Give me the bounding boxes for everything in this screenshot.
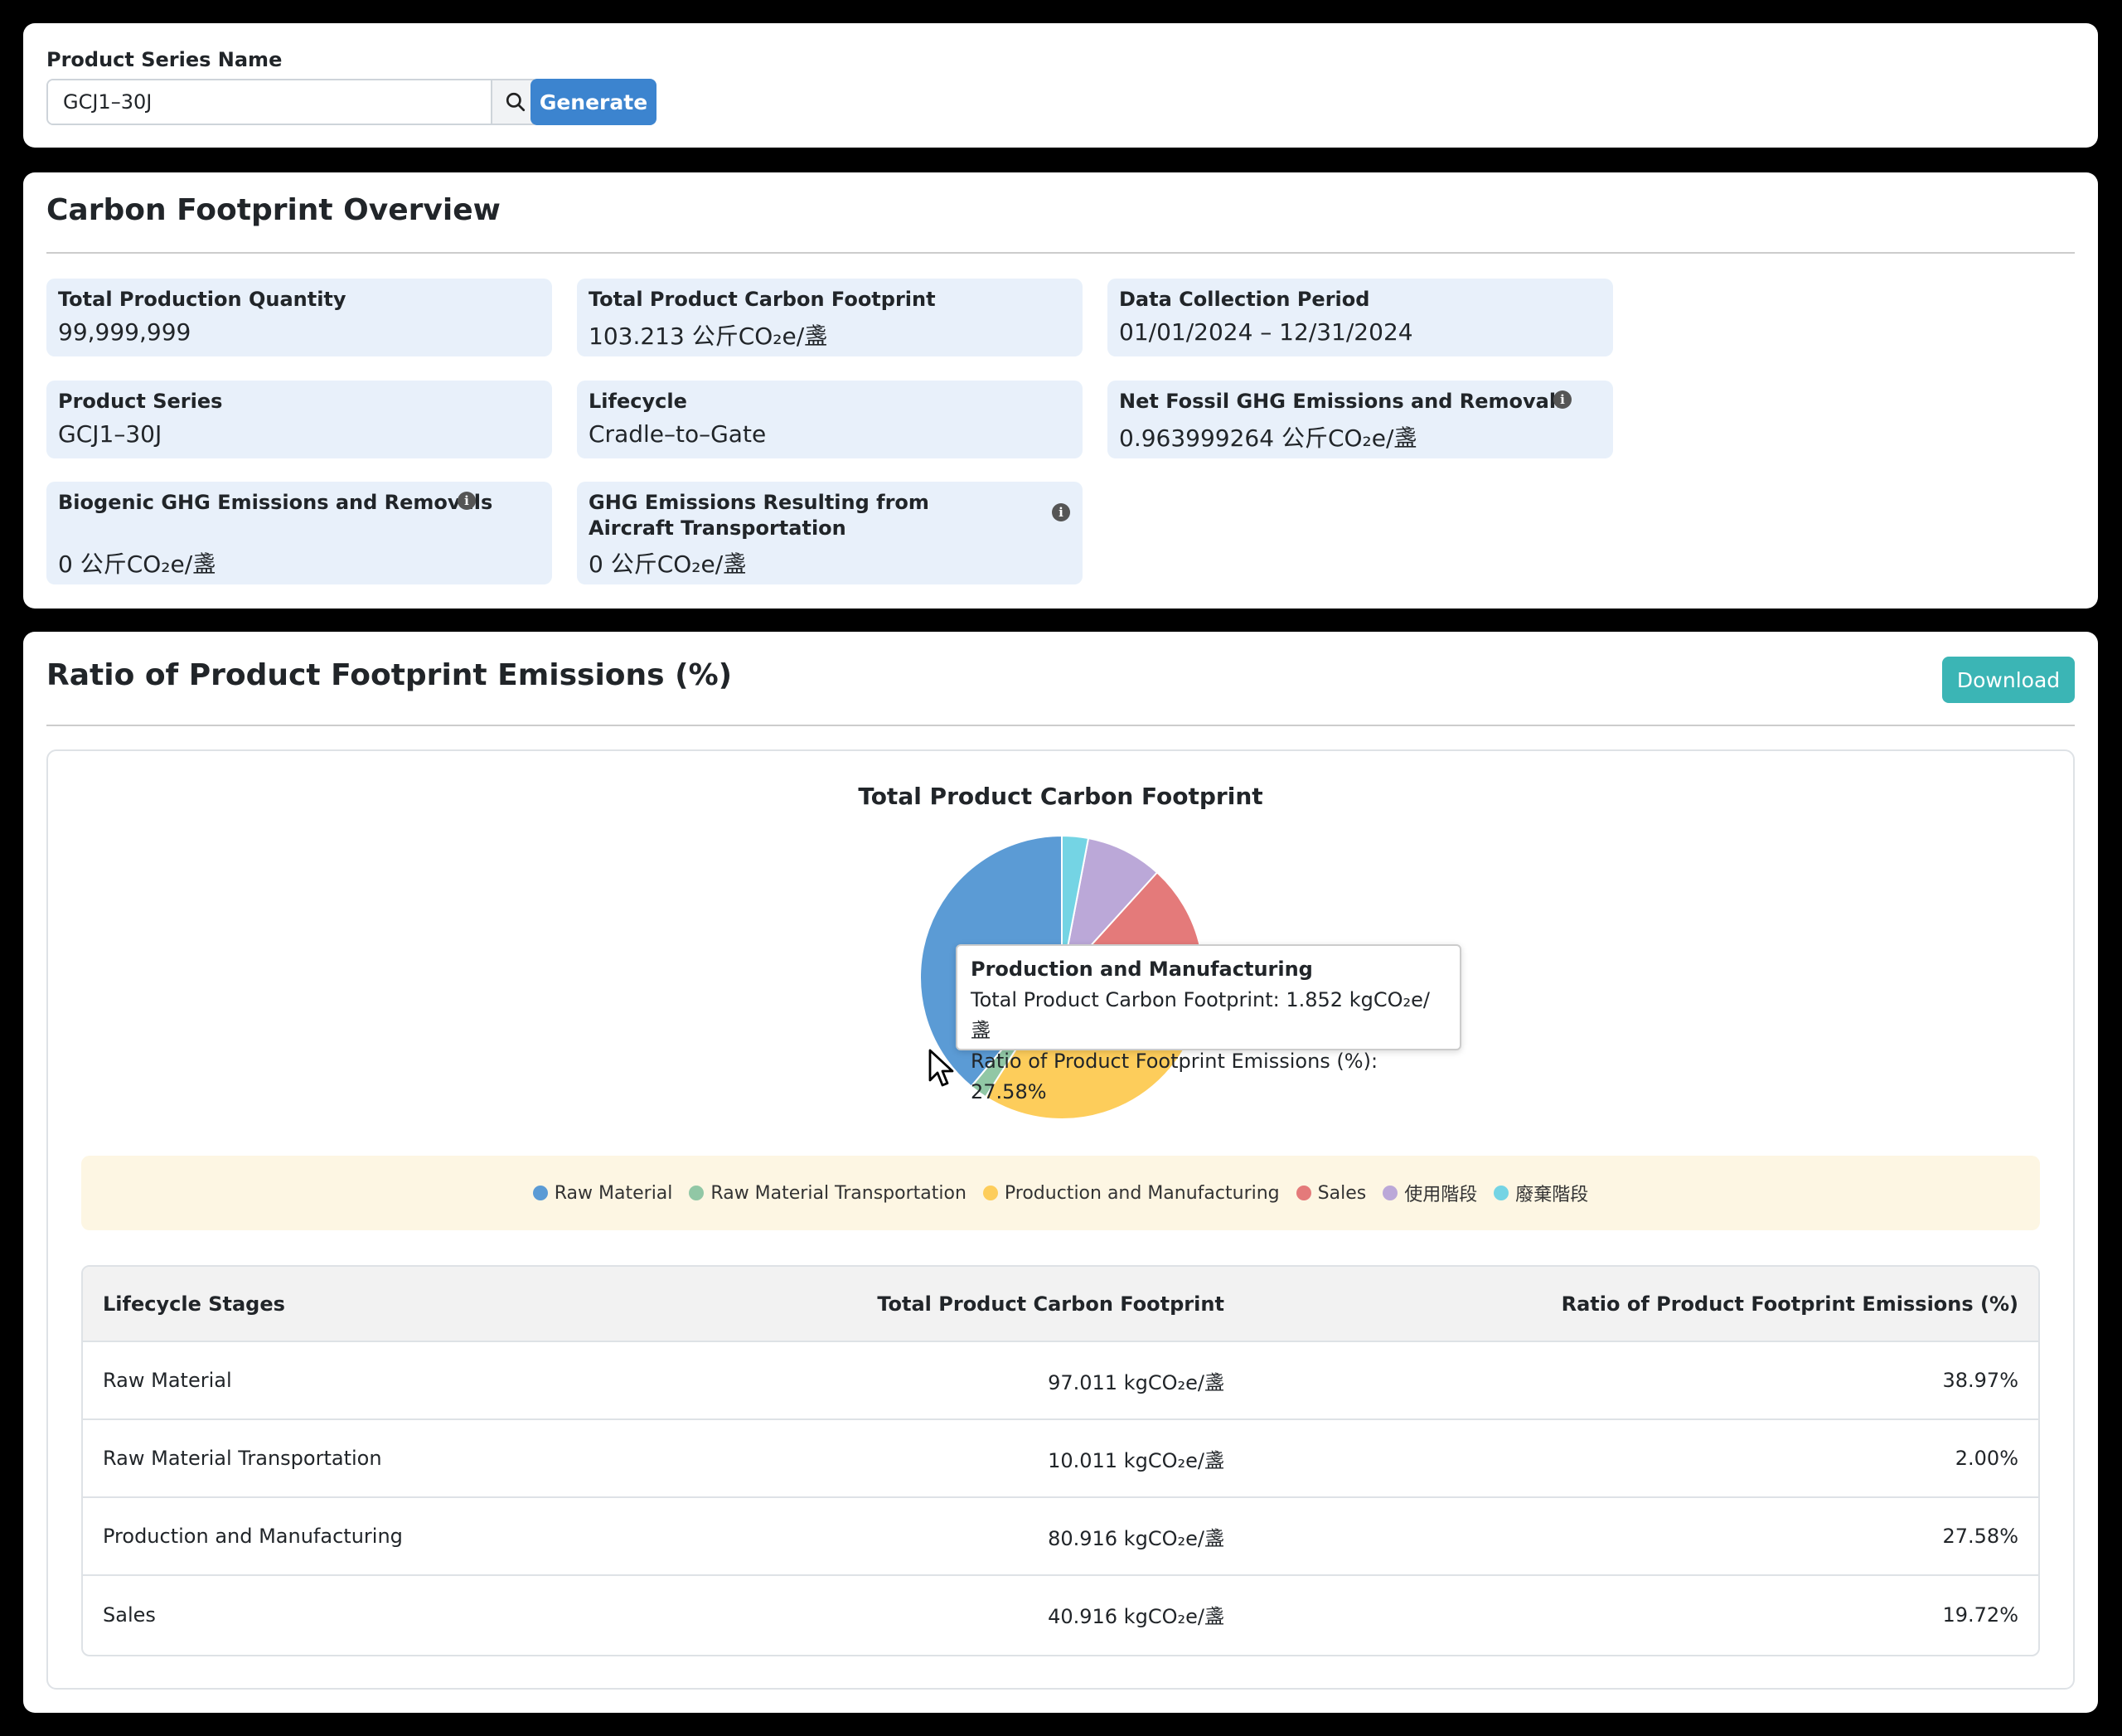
legend-marker bbox=[689, 1186, 705, 1200]
tile-biogenic-ghg: Biogenic GHG Emissions and Removals i 0 … bbox=[46, 482, 552, 584]
tile-label: Product Series bbox=[58, 390, 223, 413]
cell-stage: Production and Manufacturing bbox=[103, 1525, 403, 1548]
legend-label: Raw Material Transportation bbox=[710, 1182, 967, 1204]
tile-net-fossil-ghg: Net Fossil GHG Emissions and Removals i … bbox=[1107, 381, 1613, 458]
legend-item[interactable]: 廢棄階段 bbox=[1494, 1180, 1588, 1206]
tile-label: Lifecycle bbox=[589, 390, 687, 413]
ratio-title: Ratio of Product Footprint Emissions (%) bbox=[46, 658, 733, 692]
cell-stage: Raw Material Transportation bbox=[103, 1447, 382, 1470]
cell-ratio: 19.72% bbox=[1942, 1603, 2018, 1627]
tile-value: 0 公斤CO₂e/盞 bbox=[589, 550, 747, 578]
legend-marker bbox=[982, 1186, 998, 1200]
table-row: Raw Material Transportation 10.011 kgCO₂… bbox=[83, 1419, 2038, 1497]
cell-stage: Raw Material bbox=[103, 1369, 232, 1392]
legend-label: 使用階段 bbox=[1404, 1185, 1478, 1205]
cell-footprint: 97.011 kgCO₂e/盞 bbox=[1048, 1370, 1224, 1394]
cell-footprint: 40.916 kgCO₂e/盞 bbox=[1048, 1605, 1224, 1628]
tile-product-series: Product Series GCJ1–30J bbox=[46, 381, 552, 458]
legend-item[interactable]: 使用階段 bbox=[1383, 1180, 1477, 1206]
lifecycle-table: Lifecycle Stages Total Product Carbon Fo… bbox=[81, 1265, 2040, 1656]
cell-footprint: 10.011 kgCO₂e/盞 bbox=[1048, 1448, 1224, 1472]
search-box bbox=[46, 79, 540, 125]
tile-label: Net Fossil GHG Emissions and Removals bbox=[1119, 390, 1568, 413]
download-button[interactable]: Download bbox=[1942, 657, 2075, 703]
col-header-ratio: Ratio of Product Footprint Emissions (%) bbox=[1561, 1292, 2018, 1316]
tooltip-title: Production and Manufacturing bbox=[971, 958, 1313, 981]
tile-total-production-quantity: Total Production Quantity 99,999,999 bbox=[46, 279, 552, 356]
tile-value: Cradle–to–Gate bbox=[589, 420, 767, 448]
product-series-label: Product Series Name bbox=[46, 48, 283, 71]
legend-item[interactable]: Raw Material Transportation bbox=[689, 1183, 967, 1204]
chart-title: Total Product Carbon Footprint bbox=[858, 783, 1263, 810]
tooltip-line: Ratio of Product Footprint Emissions (%)… bbox=[971, 1050, 1378, 1103]
ratio-card: Ratio of Product Footprint Emissions (%)… bbox=[23, 632, 2098, 1713]
tile-value: 0.963999264 公斤CO₂e/盞 bbox=[1119, 424, 1417, 452]
overview-card: Carbon Footprint Overview Total Producti… bbox=[23, 172, 2098, 609]
tile-label: Total Production Quantity bbox=[58, 288, 346, 311]
tile-aircraft-ghg: GHG Emissions Resulting from Aircraft Tr… bbox=[577, 482, 1083, 584]
legend-label: Sales bbox=[1317, 1182, 1367, 1204]
info-icon[interactable]: i bbox=[458, 492, 476, 510]
legend-marker bbox=[1296, 1186, 1311, 1200]
cell-ratio: 2.00% bbox=[1955, 1447, 2018, 1470]
table-header-row: Lifecycle Stages Total Product Carbon Fo… bbox=[83, 1267, 2038, 1341]
legend-label: Raw Material bbox=[554, 1182, 673, 1204]
table-row: Raw Material 97.011 kgCO₂e/盞 38.97% bbox=[83, 1341, 2038, 1419]
mouse-cursor-icon bbox=[928, 1049, 954, 1087]
tile-value: GCJ1–30J bbox=[58, 420, 162, 448]
divider bbox=[46, 725, 2075, 726]
legend-marker bbox=[1494, 1186, 1509, 1200]
tile-value: 99,999,999 bbox=[58, 318, 191, 346]
legend-item[interactable]: Production and Manufacturing bbox=[982, 1182, 1280, 1204]
legend-marker bbox=[532, 1186, 548, 1200]
tile-lifecycle: Lifecycle Cradle–to–Gate bbox=[577, 381, 1083, 458]
divider bbox=[46, 252, 2075, 254]
col-header-lifecycle-stages: Lifecycle Stages bbox=[103, 1292, 285, 1316]
legend-label: 廢棄階段 bbox=[1515, 1185, 1589, 1205]
tile-value: 0 公斤CO₂e/盞 bbox=[58, 550, 216, 578]
col-header-total-footprint: Total Product Carbon Footprint bbox=[877, 1292, 1224, 1316]
search-button[interactable] bbox=[491, 80, 538, 124]
product-series-input[interactable] bbox=[48, 80, 491, 124]
tile-total-product-carbon-footprint: Total Product Carbon Footprint 103.213 公… bbox=[577, 279, 1083, 356]
tile-value: 103.213 公斤CO₂e/盞 bbox=[589, 322, 828, 350]
tooltip-line: Total Product Carbon Footprint: 1.852 kg… bbox=[971, 988, 1430, 1042]
cell-stage: Sales bbox=[103, 1603, 156, 1627]
tile-value: 01/01/2024 – 12/31/2024 bbox=[1119, 318, 1413, 346]
overview-title: Carbon Footprint Overview bbox=[46, 193, 501, 227]
table-row: Sales 40.916 kgCO₂e/盞 19.72% bbox=[83, 1575, 2038, 1653]
chart-panel: Total Product Carbon Footprint Productio… bbox=[46, 749, 2075, 1690]
search-icon bbox=[506, 92, 525, 112]
tile-label: Total Product Carbon Footprint bbox=[589, 288, 936, 311]
tile-label: GHG Emissions Resulting from Aircraft Tr… bbox=[589, 491, 929, 540]
table-row: Production and Manufacturing 80.916 kgCO… bbox=[83, 1497, 2038, 1575]
chart-legend: Raw Material Raw Material Transportation P… bbox=[81, 1156, 2040, 1230]
generate-button[interactable]: Generate bbox=[530, 79, 656, 125]
legend-item[interactable]: Raw Material bbox=[532, 1182, 673, 1204]
tile-label: Biogenic GHG Emissions and Removals bbox=[58, 491, 493, 514]
search-card: Product Series Name Generate bbox=[23, 23, 2098, 148]
cell-footprint: 80.916 kgCO₂e/盞 bbox=[1048, 1526, 1224, 1550]
tile-label: Data Collection Period bbox=[1119, 288, 1370, 311]
tile-data-collection-period: Data Collection Period 01/01/2024 – 12/3… bbox=[1107, 279, 1613, 356]
info-icon[interactable]: i bbox=[1553, 390, 1572, 409]
chart-tooltip: Production and Manufacturing Total Produ… bbox=[956, 944, 1461, 1103]
cell-ratio: 27.58% bbox=[1942, 1525, 2018, 1548]
legend-marker bbox=[1383, 1186, 1398, 1200]
legend-label: Production and Manufacturing bbox=[1004, 1182, 1280, 1204]
cell-ratio: 38.97% bbox=[1942, 1369, 2018, 1392]
legend-item[interactable]: Sales bbox=[1296, 1182, 1367, 1204]
info-icon[interactable]: i bbox=[1052, 503, 1070, 521]
